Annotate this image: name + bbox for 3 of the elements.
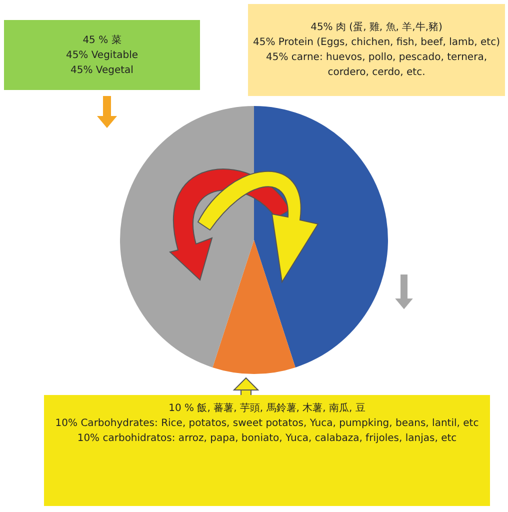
slice-label: 10 % 飯, 蕃薯, 芋頭, 馬鈴薯, 木薯, 南瓜, 豆 10% Carbohydrates: Rice, potatos, sweet potatos, Yuca, pumpking, beans, lantil, etc 10% carbohidratos: arroz, papa, boniato, Yuca, calabaza, frijoles, lanjas, etc — [44, 395, 490, 506]
slice-label: 45% 肉 (蛋, 雞, 魚, 羊,牛,豬) 45% Protein (Eggs, chichen, fish, beef, lamb, etc) 45% carne: huevos, pollo, pescado, ternera, cordero, cerdo, etc. — [248, 4, 505, 96]
slice-label: 45 % 菜 45% Vegitable 45% Vegetal — [4, 20, 200, 90]
